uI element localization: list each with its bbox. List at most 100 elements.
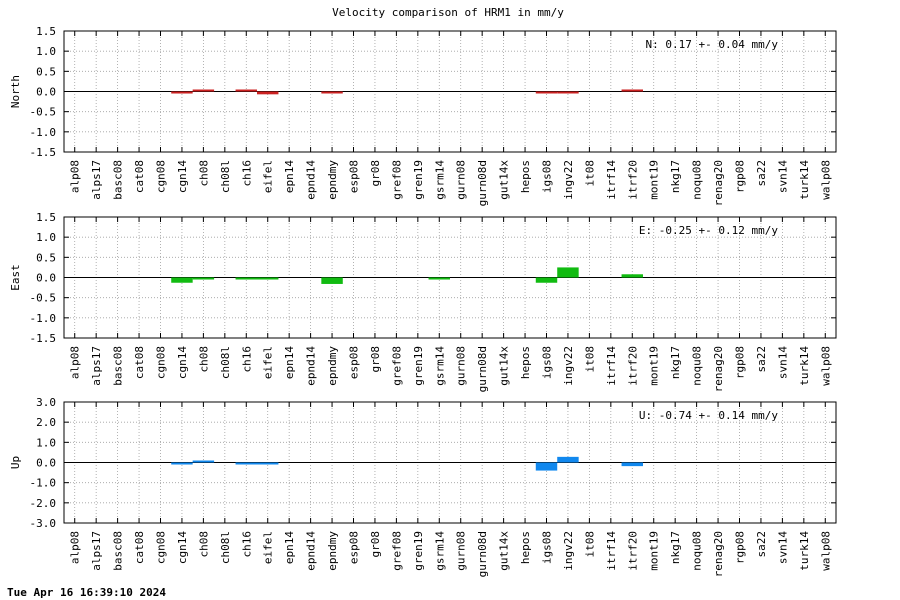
xtick-label: eifel — [262, 531, 275, 564]
panel-annotation: N: 0.17 +- 0.04 mm/y — [646, 38, 779, 51]
xtick-label: it08 — [583, 160, 596, 187]
ytick-label: 0.0 — [36, 86, 56, 99]
panel-north: -1.5 -1.0 -0.5 0.0 0.5 1.0 1.5 North alp08 alps17… — [9, 25, 837, 206]
bar-itrf20 — [621, 89, 643, 92]
xtick-label: it08 — [583, 531, 596, 558]
xtick-label: nkg17 — [669, 160, 682, 193]
bar-ch08 — [192, 89, 215, 92]
xtick-label: turk14 — [798, 346, 811, 386]
xtick-label: epnd14 — [305, 531, 318, 571]
ytick-label: 1.5 — [36, 25, 56, 38]
xtick-label: basc08 — [112, 160, 125, 200]
bar-igs08 — [535, 277, 558, 283]
xtick-label: hepos — [519, 160, 532, 193]
ytick-label: 1.0 — [36, 45, 56, 58]
xtick-label: gurn08 — [455, 346, 468, 386]
ytick-label: 0.5 — [36, 65, 56, 78]
xtick-label: svn14 — [776, 531, 789, 564]
xtick-label: turk14 — [798, 531, 811, 571]
xtick-label: cgn08 — [155, 160, 168, 193]
xtick-label: gr08 — [369, 346, 382, 373]
ytick-label: -1.5 — [30, 332, 57, 345]
xtick-label: ch08l — [219, 160, 232, 193]
xtick-label: eifel — [262, 160, 275, 193]
bar-ingv22 — [557, 456, 579, 463]
y-axis-label: East — [9, 264, 22, 291]
xtick-label: gut14x — [498, 346, 511, 386]
xtick-label: gurn08 — [455, 160, 468, 200]
xtick-label: alps17 — [90, 346, 103, 386]
ytick-label: -0.5 — [30, 106, 57, 119]
timestamp: Tue Apr 16 16:39:10 2024 — [7, 586, 166, 599]
xtick-label: cgn14 — [176, 346, 189, 379]
xtick-label: epnd14 — [305, 160, 318, 200]
bar-ch16 — [235, 277, 257, 280]
xtick-label: esp08 — [348, 531, 361, 564]
xtick-label: esp08 — [348, 160, 361, 193]
bar-epndmy — [321, 277, 343, 284]
xtick-label: gurn08d — [476, 160, 489, 206]
xtick-label: gr08 — [369, 531, 382, 558]
bar-ch08 — [192, 277, 215, 280]
xtick-label: alp08 — [69, 346, 82, 379]
xtick-label: rgp08 — [734, 160, 747, 193]
ytick-label: -1.0 — [30, 312, 57, 325]
xtick-label: sa22 — [755, 531, 768, 558]
bar-cgn14 — [171, 462, 193, 465]
xtick-label: gren19 — [412, 531, 425, 571]
xtick-label: renag20 — [712, 531, 725, 577]
xtick-label: gsrm14 — [433, 531, 446, 571]
xtick-label: walp08 — [819, 160, 832, 200]
bar-igs08 — [535, 462, 558, 471]
ytick-label: 1.0 — [36, 231, 56, 244]
ytick-label: -1.0 — [30, 126, 57, 139]
panel-up: -3.0 -2.0 -1.0 0.0 1.0 2.0 3.0 Up alp08 alps17 bas… — [9, 396, 837, 577]
xtick-label: epndmy — [326, 531, 339, 571]
xtick-label: sa22 — [755, 160, 768, 187]
xtick-label: cat08 — [133, 160, 146, 193]
panel-annotation: U: -0.74 +- 0.14 mm/y — [639, 409, 778, 422]
bar-cgn14 — [171, 91, 193, 94]
xtick-label: ch08l — [219, 346, 232, 379]
ytick-label: 0.5 — [36, 251, 56, 264]
xtick-label: basc08 — [112, 346, 125, 386]
xtick-label: ch08 — [197, 531, 210, 558]
y-axis-label: North — [9, 75, 22, 108]
ytick-label: 1.0 — [36, 436, 56, 449]
xtick-label: epn14 — [283, 531, 296, 564]
xtick-label: mont19 — [648, 346, 661, 386]
xtick-label: epndmy — [326, 346, 339, 386]
bar-ch16 — [235, 89, 257, 92]
xtick-label: mont19 — [648, 160, 661, 200]
bar-itrf20 — [621, 274, 643, 278]
bar-eifel — [257, 91, 279, 95]
xtick-label: hepos — [519, 346, 532, 379]
ytick-label: 0.0 — [36, 272, 56, 285]
xtick-label: itrf14 — [605, 531, 618, 571]
bar-itrf20 — [621, 462, 643, 467]
xtick-label: gr08 — [369, 160, 382, 187]
xtick-label: mont19 — [648, 531, 661, 571]
bar-cgn14 — [171, 277, 193, 283]
xtick-label: ch08l — [219, 531, 232, 564]
xtick-label: ingv22 — [562, 531, 575, 571]
xtick-label: ingv22 — [562, 346, 575, 386]
chart-title: Velocity comparison of HRM1 in mm/y — [332, 6, 564, 19]
xtick-label: alps17 — [90, 531, 103, 571]
bar-igs08 — [535, 91, 558, 94]
xtick-label: gref08 — [390, 160, 403, 200]
ytick-label: -2.0 — [30, 497, 57, 510]
bar-ingv22 — [557, 267, 579, 278]
xtick-label: gsrm14 — [433, 160, 446, 200]
bar-ch08 — [192, 460, 215, 463]
ytick-label: -0.5 — [30, 292, 57, 305]
xtick-label: esp08 — [348, 346, 361, 379]
xtick-label: ch16 — [240, 160, 253, 187]
xtick-label: noqu08 — [691, 346, 704, 386]
xtick-label: nkg17 — [669, 346, 682, 379]
xtick-label: gref08 — [390, 346, 403, 386]
xtick-label: ch16 — [240, 346, 253, 373]
xtick-label: gref08 — [390, 531, 403, 571]
xtick-label: noqu08 — [691, 160, 704, 200]
ytick-label: -1.0 — [30, 477, 57, 490]
